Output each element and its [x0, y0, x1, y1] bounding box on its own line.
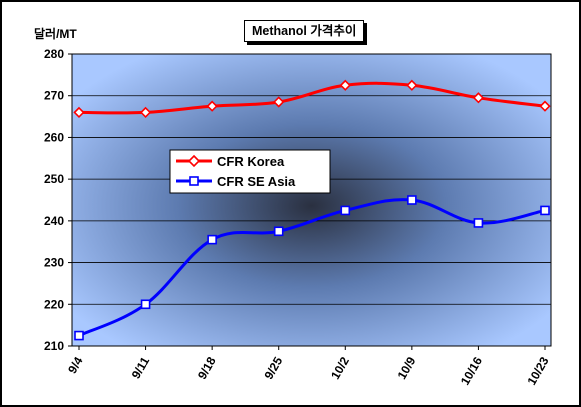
x-tick-label: 10/23: [524, 354, 551, 387]
x-tick-label: 9/4: [65, 354, 86, 376]
series-lines: [73, 79, 551, 341]
data-point-marker: [339, 79, 351, 91]
data-point-marker: [140, 299, 151, 310]
data-point-marker: [206, 100, 218, 112]
data-point-marker: [340, 205, 351, 216]
data-point-marker: [273, 226, 284, 237]
data-point-marker: [473, 218, 484, 228]
data-point-marker: [540, 205, 550, 216]
data-point-marker: [472, 92, 485, 104]
y-tick-label: 240: [44, 214, 64, 228]
y-tick-label: 210: [44, 339, 64, 353]
legend-marker-korea: [187, 154, 201, 168]
series-line-cfr-korea: [78, 81, 546, 115]
legend-label-korea: CFR Korea: [217, 154, 285, 169]
y-tick-label: 270: [44, 89, 64, 103]
x-tick-label: 9/11: [129, 354, 153, 381]
series-line-cfr-se-asia: [78, 198, 546, 337]
x-tick-label: 9/18: [195, 354, 219, 382]
chart-title: Methanol 가격추이: [244, 20, 365, 42]
x-tick-label: 10/2: [328, 354, 352, 382]
legend-label-seasia: CFR SE Asia: [217, 174, 296, 189]
data-point-marker: [406, 79, 418, 91]
legend: CFR Korea CFR SE Asia: [169, 149, 331, 194]
x-tick-label: 10/16: [458, 354, 485, 387]
y-tick-label: 260: [44, 130, 64, 144]
data-point-marker: [539, 100, 551, 112]
y-axis-unit-label: 달러/MT: [34, 27, 77, 41]
data-point-marker: [73, 106, 85, 119]
legend-marker-seasia: [189, 176, 199, 186]
x-tick-label: 9/25: [262, 354, 286, 382]
x-tick-label: 10/9: [395, 354, 419, 382]
y-tick-label: 220: [44, 297, 64, 311]
data-point-marker: [407, 195, 417, 205]
data-point-marker: [273, 96, 285, 108]
data-point-marker: [74, 330, 84, 341]
y-tick-label: 230: [44, 256, 64, 270]
data-point-marker: [207, 234, 217, 245]
y-tick-label: 280: [44, 47, 64, 61]
legend-box: [169, 149, 331, 194]
y-tick-label: 250: [44, 172, 64, 186]
data-point-marker: [139, 106, 152, 119]
